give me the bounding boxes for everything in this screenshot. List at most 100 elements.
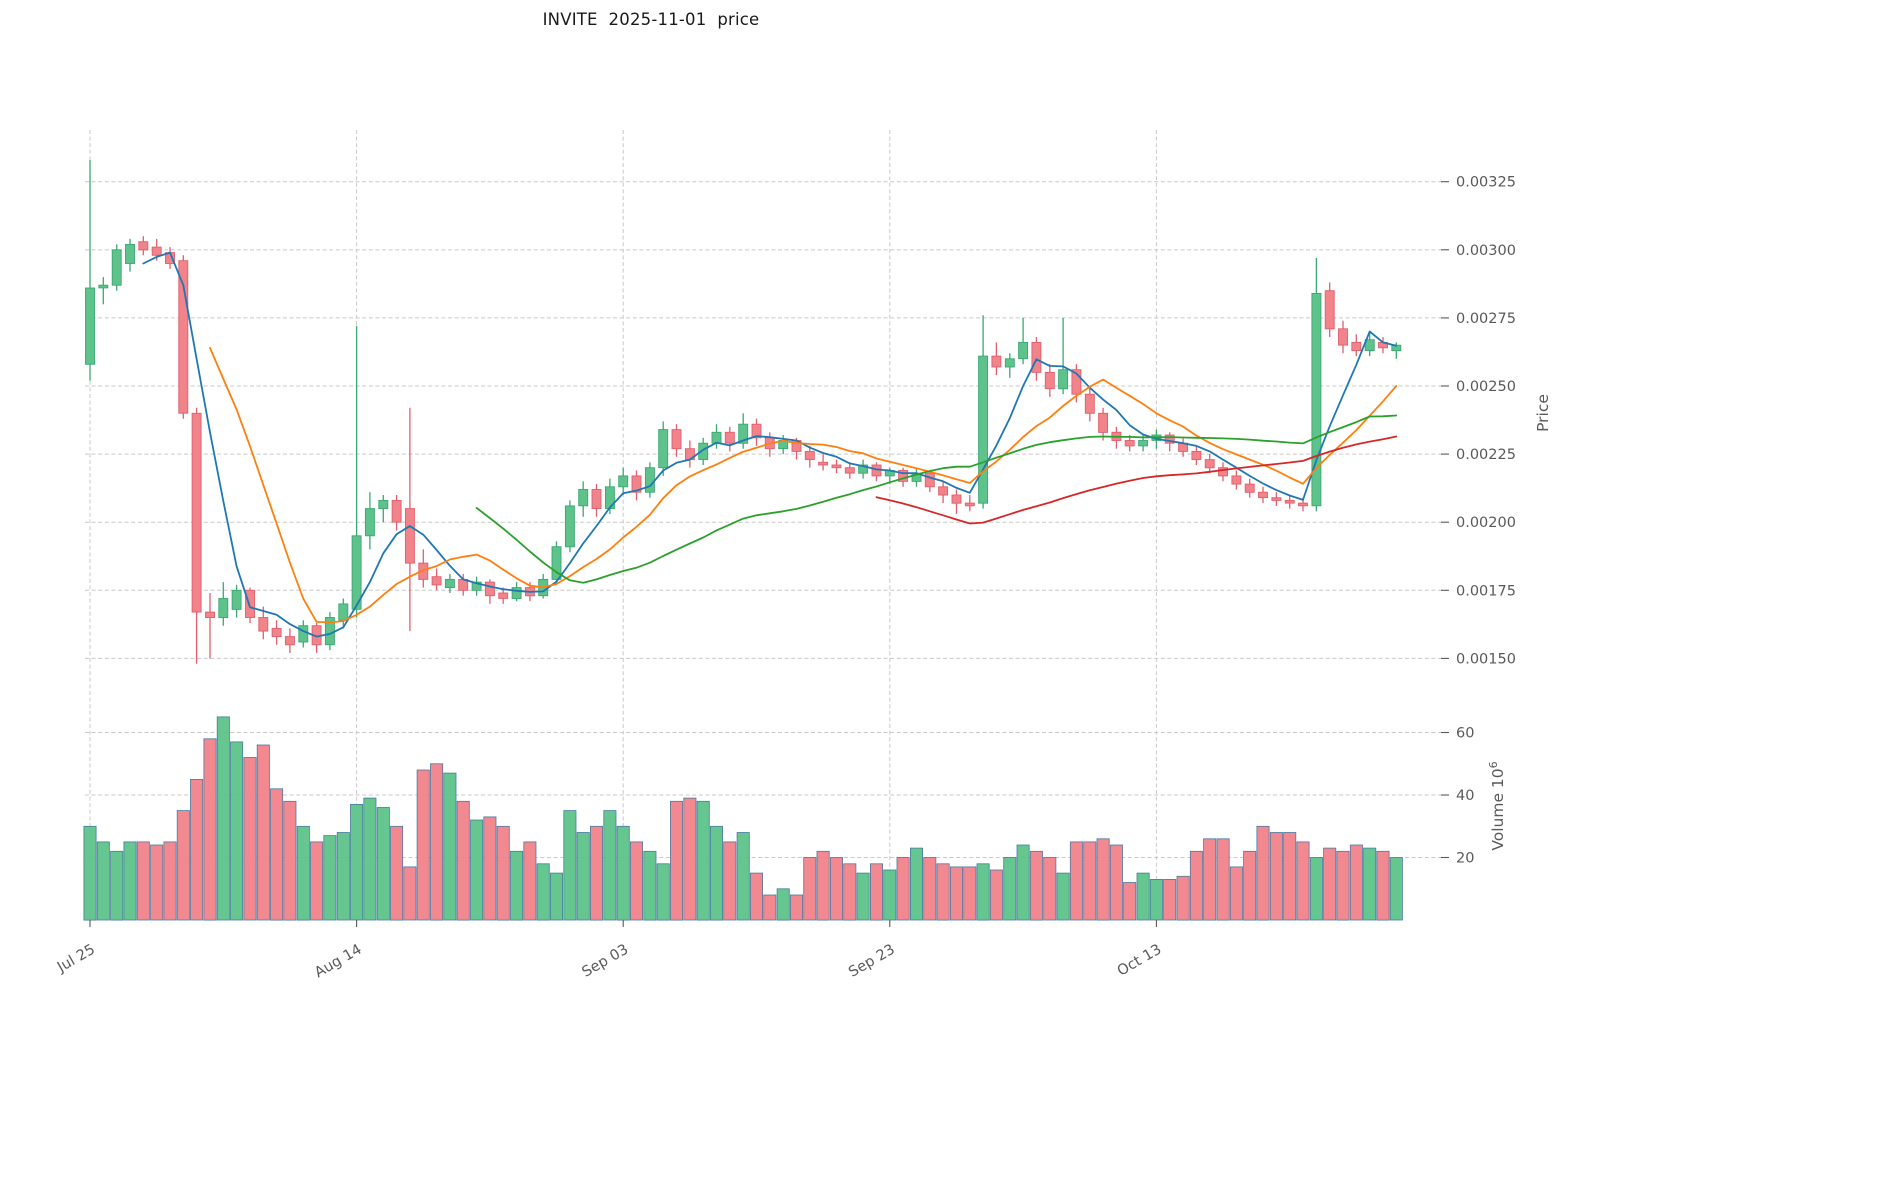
- volume-bar: [643, 850, 657, 921]
- candle-body: [818, 461, 829, 466]
- volume-bar: [1309, 857, 1323, 921]
- volume-bar: [1349, 844, 1363, 921]
- candle-body: [644, 467, 655, 493]
- candle-body: [1058, 369, 1069, 390]
- volume-bar: [989, 869, 1003, 921]
- ma-line-60: [875, 435, 1398, 525]
- volume-bar: [1043, 857, 1057, 921]
- candle-body: [698, 442, 709, 460]
- volume-bar: [456, 800, 470, 921]
- volume-bar: [1069, 841, 1083, 921]
- volume-bar: [283, 800, 297, 921]
- candle-body: [631, 475, 642, 493]
- volume-bar: [1189, 850, 1203, 921]
- candle-body: [1204, 459, 1215, 469]
- candle-body: [1031, 341, 1042, 373]
- volume-bar: [443, 772, 457, 921]
- candle-body: [1284, 499, 1295, 504]
- volume-bar: [1123, 882, 1137, 921]
- volume-bar: [270, 788, 284, 921]
- volume-bar: [963, 866, 977, 921]
- chart-title: INVITE 2025-11-01 price: [542, 10, 760, 29]
- volume-bar: [256, 744, 270, 921]
- volume-bar: [870, 863, 884, 921]
- volume-bar: [936, 863, 950, 921]
- volume-bar: [363, 797, 377, 921]
- candle-body: [1071, 369, 1082, 395]
- volume-bar: [176, 810, 190, 921]
- volume-tick-label: 40: [1456, 788, 1474, 804]
- volume-bar: [1176, 875, 1190, 921]
- volume-bar: [136, 841, 150, 921]
- candle-body: [978, 355, 989, 504]
- x-tick-label: Jul 25: [54, 942, 98, 977]
- candle-body: [751, 423, 762, 439]
- volume-bar: [1323, 847, 1337, 921]
- price-tick-label: 0.00275: [1456, 311, 1516, 327]
- candle-body: [898, 470, 909, 482]
- volume-tick-label: 20: [1456, 851, 1474, 867]
- volume-bar: [416, 769, 430, 921]
- volume-bar: [1016, 844, 1030, 921]
- volume-bar: [390, 825, 404, 921]
- volume-bar: [323, 835, 337, 921]
- volume-bar: [470, 819, 484, 921]
- volume-bar: [350, 804, 364, 921]
- volume-bar: [1269, 832, 1283, 921]
- candle-body: [1004, 358, 1015, 368]
- volume-bar: [536, 863, 550, 921]
- volume-bar: [830, 857, 844, 921]
- volume-bar: [376, 807, 390, 921]
- volume-bar: [763, 894, 777, 921]
- volume-bar: [723, 841, 737, 921]
- candle-body: [578, 489, 589, 507]
- candle-body: [364, 508, 375, 537]
- ma-line-30: [475, 414, 1398, 584]
- candle-body: [724, 431, 735, 444]
- candle-body: [951, 494, 962, 504]
- candle-body: [271, 627, 282, 638]
- candle-body: [551, 546, 562, 580]
- volume-bar: [1029, 850, 1043, 921]
- volume-exponent: 6: [1487, 761, 1500, 768]
- volume-bar: [1149, 879, 1163, 921]
- x-tick-label: Aug 14: [312, 942, 364, 982]
- candle-body: [191, 412, 202, 613]
- volume-bar: [83, 825, 97, 921]
- volume-bar: [403, 866, 417, 921]
- candle-body: [378, 499, 389, 510]
- volume-bar: [790, 894, 804, 921]
- candle-body: [738, 423, 749, 444]
- ma-line-10: [209, 346, 1398, 624]
- candle-body: [351, 535, 362, 610]
- candle-body: [511, 587, 522, 599]
- candle-body: [418, 562, 429, 580]
- volume-bar: [736, 832, 750, 921]
- volume-bar: [1136, 872, 1150, 921]
- volume-bar: [1336, 850, 1350, 921]
- candle-body: [1191, 450, 1202, 461]
- volume-bar: [483, 816, 497, 921]
- volume-bar: [603, 810, 617, 921]
- volume-bar: [1203, 838, 1217, 921]
- volume-bar: [430, 763, 444, 921]
- candle-body: [1124, 440, 1135, 447]
- volume-bar: [550, 872, 564, 921]
- volume-bar: [616, 825, 630, 921]
- candle-body: [1098, 412, 1109, 433]
- x-tick-label: Oct 13: [1115, 942, 1165, 980]
- candle-body: [831, 464, 842, 469]
- candle-body: [444, 578, 455, 589]
- volume-bar: [230, 741, 244, 921]
- candle-body: [858, 464, 869, 474]
- volume-bar: [296, 825, 310, 921]
- volume-bar: [1096, 838, 1110, 921]
- volume-bar: [203, 738, 217, 921]
- candle-body: [1311, 292, 1322, 507]
- price-tick-label: 0.00200: [1456, 515, 1516, 531]
- candle-body: [471, 581, 482, 591]
- candle-body: [98, 284, 109, 289]
- candle-body: [1084, 393, 1095, 414]
- volume-bar: [190, 779, 204, 921]
